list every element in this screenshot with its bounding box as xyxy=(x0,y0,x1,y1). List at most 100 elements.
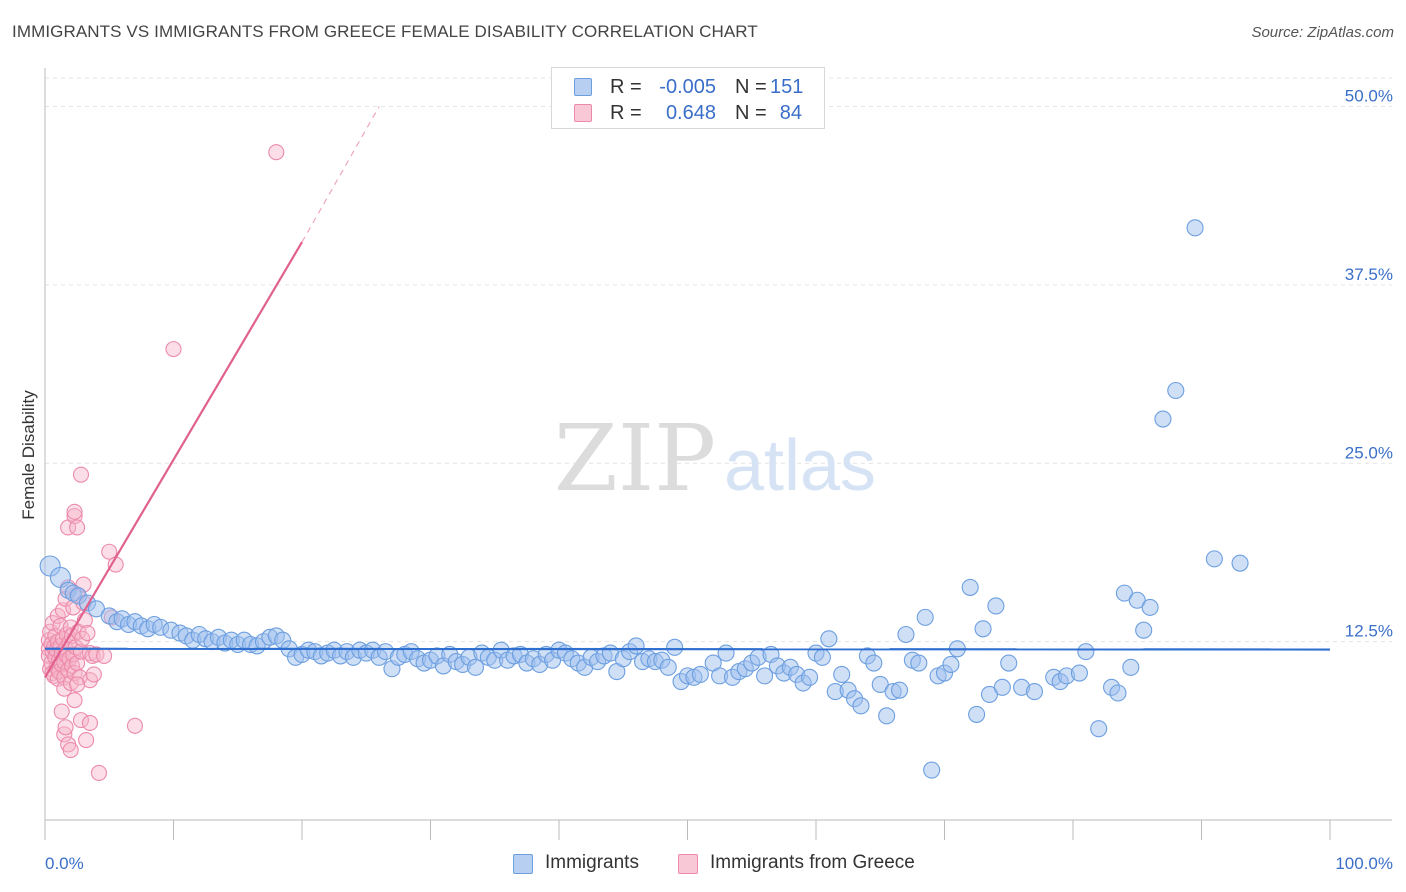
greece-point xyxy=(69,519,86,536)
grid-lines xyxy=(45,77,1392,643)
source-label: Source: ZipAtlas.com xyxy=(1251,24,1394,41)
y-tick-label: 37.5% xyxy=(1345,265,1393,284)
immigrants-point xyxy=(968,705,986,723)
greece-point xyxy=(69,676,86,693)
greece-point xyxy=(62,674,79,692)
immigrants-point xyxy=(923,761,941,779)
immigrants-trend-line xyxy=(44,647,1331,651)
axes xyxy=(44,68,1392,840)
greece-point xyxy=(90,764,108,781)
y-axis-label: Female Disability xyxy=(19,390,38,520)
r-value: 0.648 xyxy=(665,102,716,124)
immigrants-point xyxy=(1186,219,1204,237)
immigrants-point xyxy=(1154,410,1172,428)
immigrants-point xyxy=(833,665,851,684)
y-tick-label: 50.0% xyxy=(1345,87,1393,106)
greece-trend-extension xyxy=(301,106,380,243)
immigrants-point xyxy=(974,620,992,638)
n-value: 84 xyxy=(779,102,802,124)
immigrants-point xyxy=(801,668,819,686)
immigrants-point xyxy=(961,578,979,596)
immigrants-point xyxy=(916,608,934,626)
immigrants-point xyxy=(756,667,774,685)
immigrants-point xyxy=(1141,598,1159,616)
immigrants-point xyxy=(1070,664,1088,682)
greece-point xyxy=(78,732,95,749)
trend-lines xyxy=(44,106,1331,678)
immigrants-point xyxy=(691,665,709,684)
legend-row-immigrants: R = -0.005 N = 151 xyxy=(552,76,824,100)
greece-point xyxy=(67,639,84,656)
r-label: R = xyxy=(610,102,642,124)
immigrants-point xyxy=(820,630,838,648)
blue-swatch xyxy=(574,78,592,96)
immigrants-point xyxy=(852,697,870,715)
immigrants-point xyxy=(987,597,1005,615)
immigrants-point xyxy=(1000,654,1018,672)
pink-swatch xyxy=(574,104,592,122)
y-tick-label: 25.0% xyxy=(1345,443,1393,462)
immigrants-point xyxy=(87,600,105,618)
immigrants-point xyxy=(659,658,677,676)
immigrants-point xyxy=(1115,584,1133,602)
watermark-atlas: atlas xyxy=(724,426,876,506)
immigrants-point xyxy=(993,678,1011,696)
immigrants-point xyxy=(1109,684,1127,702)
greece-point xyxy=(53,703,70,720)
immigrants-point xyxy=(466,658,485,676)
axis-labels: Female Disability 12.5% 25.0% 37.5% 50.0% 0.… xyxy=(19,87,1393,873)
immigrants-point xyxy=(890,681,909,699)
immigrants-point xyxy=(1167,381,1185,400)
immigrants-point xyxy=(878,707,896,725)
greece-point xyxy=(72,712,90,729)
greece-point xyxy=(56,680,73,697)
r-value: -0.005 xyxy=(659,76,716,98)
greece-point xyxy=(57,719,74,736)
watermark-zip: ZIP xyxy=(554,405,716,512)
immigrants-point xyxy=(1077,643,1095,661)
immigrants-point xyxy=(666,638,684,656)
greece-point xyxy=(85,666,102,683)
greece-point xyxy=(66,692,83,709)
greece-point xyxy=(72,466,90,483)
n-value: 151 xyxy=(770,76,804,98)
greece-point xyxy=(101,543,118,560)
greece-point xyxy=(126,717,143,734)
immigrants-point xyxy=(1128,591,1146,609)
immigrants-point xyxy=(910,654,928,672)
chart-title: IMMIGRANTS VS IMMIGRANTS FROM GREECE FEM… xyxy=(12,22,758,41)
correlation-legend: R = -0.005 N = 151 R = 0.648 N = 84 xyxy=(551,67,825,129)
greece-point xyxy=(96,647,113,664)
series-legend: Immigrants Immigrants from Greece xyxy=(0,851,1406,879)
immigrants-point xyxy=(1025,683,1043,701)
legend-row-greece: R = 0.648 N = 84 xyxy=(552,102,824,126)
greece-point xyxy=(66,503,83,520)
y-tick-label: 12.5% xyxy=(1345,622,1393,641)
greece-point xyxy=(165,341,182,358)
blue-swatch xyxy=(513,854,533,874)
immigrants-point xyxy=(813,648,831,666)
greece-point xyxy=(62,742,79,759)
x-tick-label: 0.0% xyxy=(45,854,84,873)
legend-label: Immigrants xyxy=(545,852,639,873)
immigrants-point xyxy=(980,685,999,703)
greece-point xyxy=(268,144,285,161)
immigrants-point xyxy=(871,675,889,693)
greece-point xyxy=(81,714,99,732)
immigrants-point xyxy=(942,655,960,674)
greece-point xyxy=(79,625,96,642)
immigrants-point xyxy=(1122,658,1140,676)
n-label: N = xyxy=(735,102,767,124)
watermark: ZIP atlas xyxy=(554,405,876,512)
legend-label: Immigrants from Greece xyxy=(710,852,915,873)
greece-trend-line xyxy=(44,241,303,678)
pink-swatch xyxy=(678,854,698,874)
immigrants-point xyxy=(1231,554,1249,572)
immigrants-point xyxy=(1090,720,1108,738)
greece-point xyxy=(52,617,69,634)
x-tick-label: 100.0% xyxy=(1335,854,1393,873)
r-label: R = xyxy=(610,76,642,98)
immigrants-point xyxy=(1135,621,1153,639)
immigrants-point xyxy=(1205,550,1223,568)
